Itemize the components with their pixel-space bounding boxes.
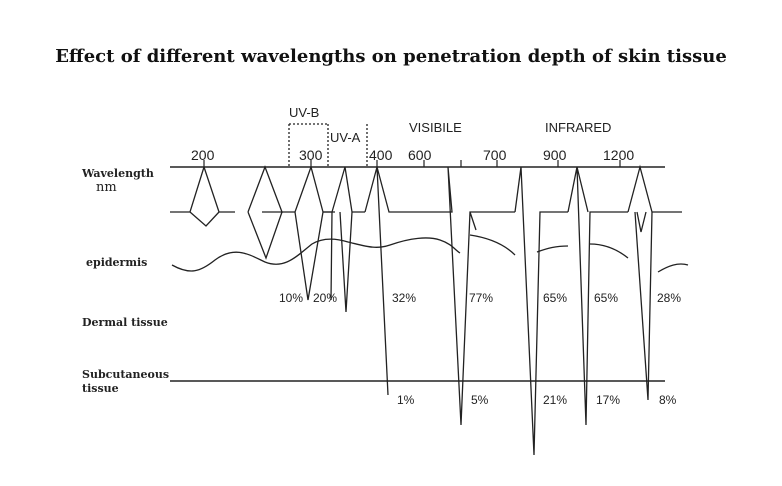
layer-label-unit: nm bbox=[96, 180, 117, 195]
dermal-pct-label: 20% bbox=[313, 291, 337, 305]
band-label-uva: UV-A bbox=[330, 130, 361, 145]
wavelength-label: 700 bbox=[483, 147, 507, 163]
penetration-spikes bbox=[170, 164, 682, 456]
dermal-pct-label: 28% bbox=[657, 291, 681, 305]
band-boundaries bbox=[288, 123, 368, 167]
wavelength-label: 300 bbox=[299, 147, 323, 163]
subcutaneous-pct-label: 8% bbox=[659, 393, 677, 407]
wavelength-label: 900 bbox=[543, 147, 567, 163]
wavelength-label: 200 bbox=[191, 147, 215, 163]
layer-label-wavelength: Wavelength bbox=[81, 167, 154, 180]
dermal-pct-label: 65% bbox=[543, 291, 567, 305]
subcutaneous-pct-label: 5% bbox=[471, 393, 489, 407]
dermal-pct-label: 10% bbox=[279, 291, 303, 305]
epidermis-wave bbox=[171, 234, 689, 273]
band-label-visible: VISIBILE bbox=[409, 120, 462, 135]
layer-label-dermal: Dermal tissue bbox=[82, 316, 168, 329]
diagram-title: Effect of different wavelengths on penet… bbox=[55, 46, 727, 67]
subcutaneous-pct-label: 1% bbox=[397, 393, 415, 407]
wavelength-label: 400 bbox=[369, 147, 393, 163]
layer-label-epidermis: epidermis bbox=[86, 256, 147, 269]
wavelength-label: 1200 bbox=[603, 147, 634, 163]
dermal-pct-label: 77% bbox=[469, 291, 493, 305]
dermal-pct-label: 32% bbox=[392, 291, 416, 305]
layer-label-subcutaneous: Subcutaneous bbox=[82, 368, 169, 381]
band-label-uvb: UV-B bbox=[289, 105, 319, 120]
subcutaneous-pct-label: 21% bbox=[543, 393, 567, 407]
wavelength-label: 600 bbox=[408, 147, 432, 163]
band-label-infrared: INFRARED bbox=[545, 120, 611, 135]
subcutaneous-pct-label: 17% bbox=[596, 393, 620, 407]
dermal-pct-label: 65% bbox=[594, 291, 618, 305]
layer-label-subcutaneous-2: tissue bbox=[82, 382, 119, 395]
